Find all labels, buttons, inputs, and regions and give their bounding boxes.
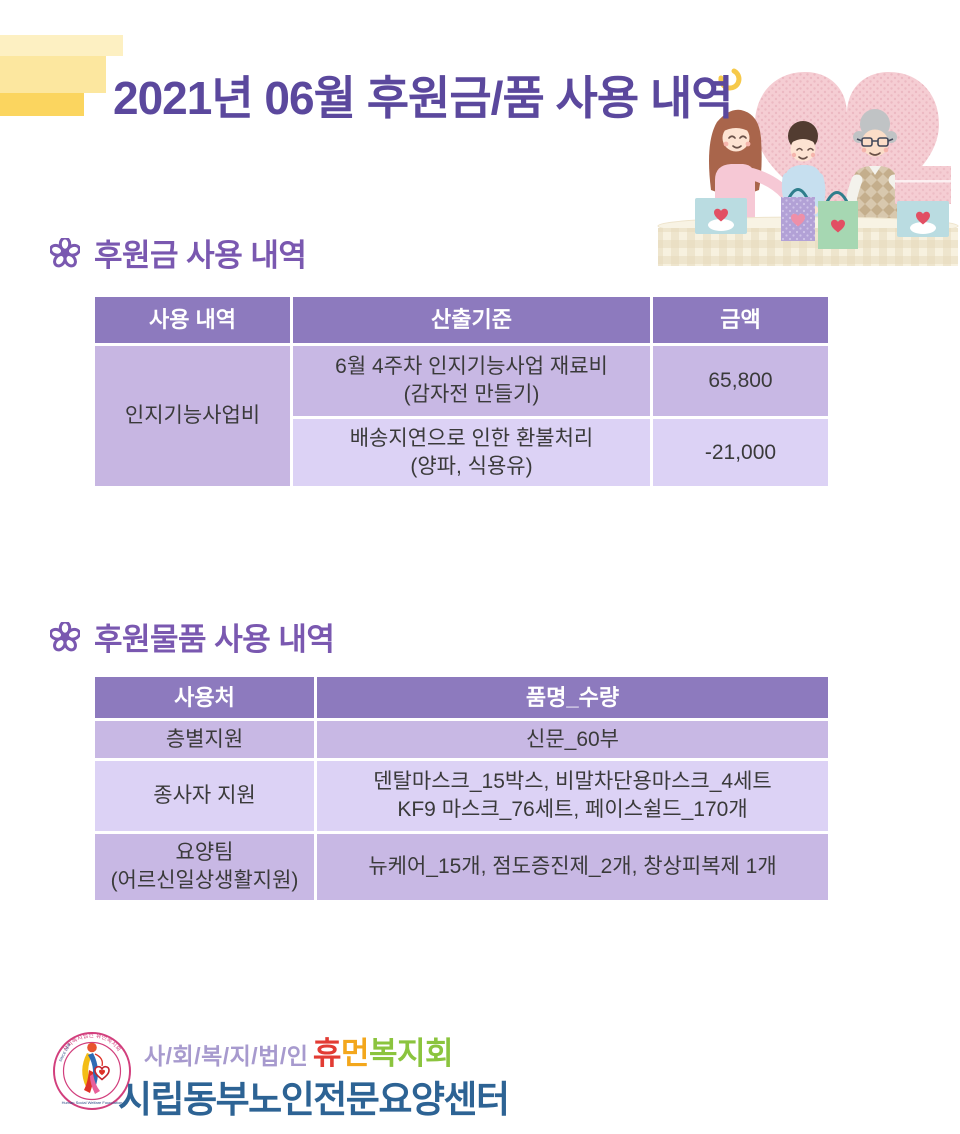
deco-bar-1 xyxy=(0,35,123,56)
goods-table-header-place: 사용처 xyxy=(95,677,314,718)
money-table-row1-basis: 6월 4주차 인지기능사업 재료비 (감자전 만들기) xyxy=(293,346,650,416)
flower-icon xyxy=(50,237,80,267)
emblem-person-figure xyxy=(82,1042,110,1094)
section-money-heading-label: 후원금 사용 내역 xyxy=(94,238,307,273)
gift-box-pink xyxy=(895,166,951,204)
donation-box-right xyxy=(897,201,949,237)
emblem-ring-text-bottom: Human Social Welfare Foundation xyxy=(62,1100,123,1105)
goods-table-row2-place: 종사자 지원 xyxy=(95,761,314,831)
section-money-heading: 후원금 사용 내역 xyxy=(50,230,307,275)
goods-table-row1-items: 신문_60부 xyxy=(317,721,828,758)
money-table-group-cell: 인지기능사업비 xyxy=(95,346,290,486)
section-goods-heading: 후원물품 사용 내역 xyxy=(50,614,335,659)
org-name-block: 사/회/복/지/법/인 휴먼복지회 시립동부노인전문요양센터 xyxy=(118,1028,598,1123)
goods-table: 사용처 품명_수량 층별지원 신문_60부 종사자 지원 덴탈마스크_15박스,… xyxy=(95,677,828,900)
donation-box-left xyxy=(695,198,747,234)
donation-illustration xyxy=(655,48,960,271)
org-emblem-svg: 사회복지법인 휴먼복지회 Human Social Welfare Founda… xyxy=(53,1031,131,1110)
yellow-accent-icon xyxy=(718,68,742,91)
org-emblem: 사회복지법인 휴먼복지회 Human Social Welfare Founda… xyxy=(52,1030,132,1117)
deco-bar-3 xyxy=(0,93,84,116)
goods-table-row2-items: 덴탈마스크_15박스, 비말차단용마스크_4세트 KF9 마스크_76세트, 페… xyxy=(317,761,828,831)
org-type-label: 사/회/복/지/법/인 xyxy=(144,1043,309,1069)
section-goods-heading-label: 후원물품 사용 내역 xyxy=(94,622,335,657)
org-brand-name: 휴먼복지회 xyxy=(312,1036,454,1071)
org-name-line1: 사/회/복/지/법/인 휴먼복지회 xyxy=(118,1028,598,1073)
donation-illustration-svg xyxy=(657,68,959,266)
money-table-header-basis: 산출기준 xyxy=(293,297,650,343)
facility-name: 시립동부노인전문요양센터 xyxy=(118,1079,510,1120)
money-table: 사용 내역 산출기준 금액 인지기능사업비 6월 4주차 인지기능사업 재료비 … xyxy=(95,297,828,486)
money-table-row2-amount: -21,000 xyxy=(653,419,828,486)
money-table-header-amount: 금액 xyxy=(653,297,828,343)
glasses-icon xyxy=(856,137,894,147)
goods-table-row3-place: 요양팀 (어르신일상생활지원) xyxy=(95,834,314,900)
page-title: 2021년 06월 후원금/품 사용 내역 xyxy=(113,72,734,124)
money-table-header-usage: 사용 내역 xyxy=(95,297,290,343)
gift-bag-green xyxy=(818,191,858,249)
flower-icon xyxy=(50,621,80,651)
goods-table-header-items: 품명_수량 xyxy=(317,677,828,718)
gift-bag-purple xyxy=(781,188,815,241)
money-table-row1-amount: 65,800 xyxy=(653,346,828,416)
money-table-row2-basis: 배송지연으로 인한 환불처리 (양파, 식용유) xyxy=(293,419,650,486)
goods-table-row3-items: 뉴케어_15개, 점도증진제_2개, 창상피복제 1개 xyxy=(317,834,828,900)
goods-table-row1-place: 층별지원 xyxy=(95,721,314,758)
deco-bar-2 xyxy=(0,56,106,93)
